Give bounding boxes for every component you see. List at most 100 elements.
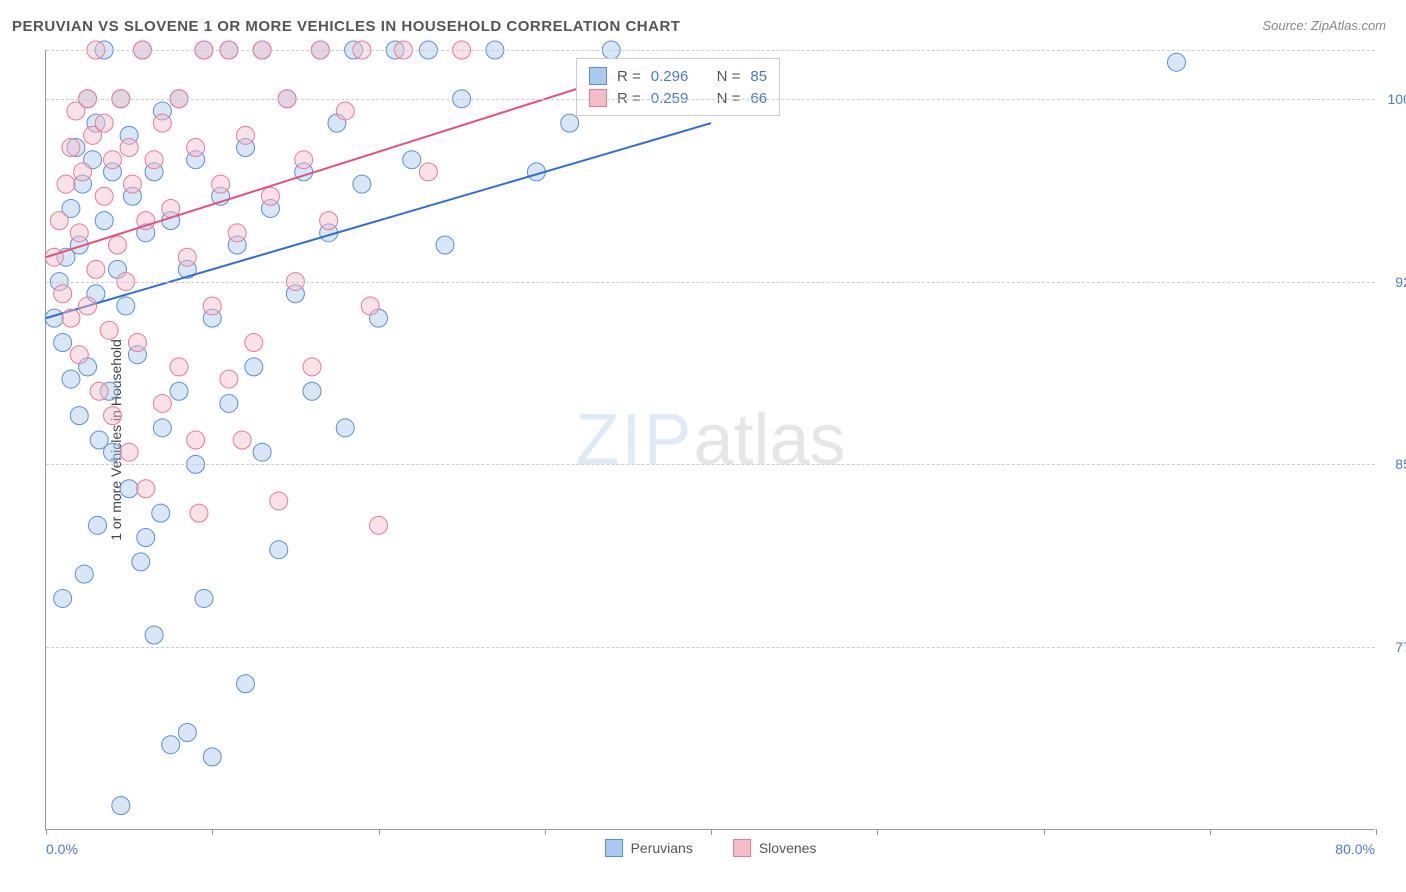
gridline-h — [46, 282, 1375, 283]
x-axis-min-label: 0.0% — [46, 841, 78, 857]
scatter-point — [436, 236, 454, 254]
scatter-point — [190, 504, 208, 522]
scatter-point — [253, 443, 271, 461]
scatter-point — [237, 675, 255, 693]
scatter-point — [245, 358, 263, 376]
scatter-point — [303, 382, 321, 400]
n-value-peruvians: 85 — [750, 68, 767, 85]
scatter-point — [561, 114, 579, 132]
scatter-point — [361, 297, 379, 315]
bottom-legend: Peruvians Slovenes — [605, 839, 817, 857]
scatter-point — [145, 626, 163, 644]
chart-title: PERUVIAN VS SLOVENE 1 OR MORE VEHICLES I… — [12, 18, 680, 35]
x-tick — [212, 829, 213, 835]
scatter-point — [54, 334, 72, 352]
stats-box: R = 0.296 N = 85 R = 0.259 N = 66 — [576, 58, 780, 116]
scatter-point — [120, 443, 138, 461]
scatter-point — [108, 236, 126, 254]
scatter-point — [90, 382, 108, 400]
scatter-point — [120, 139, 138, 157]
scatter-point — [104, 151, 122, 169]
scatter-point — [295, 151, 313, 169]
x-tick — [877, 829, 878, 835]
scatter-point — [353, 175, 371, 193]
legend-item-slovenes: Slovenes — [733, 839, 817, 857]
chart-area: 1 or more Vehicles in Household ZIPatlas… — [45, 50, 1375, 830]
plot-region: ZIPatlas R = 0.296 N = 85 R = 0.259 N = … — [45, 50, 1375, 830]
scatter-point — [112, 797, 130, 815]
scatter-point — [70, 407, 88, 425]
scatter-point — [270, 541, 288, 559]
scatter-point — [87, 260, 105, 278]
y-tick-label: 77.5% — [1395, 639, 1406, 655]
scatter-point — [152, 504, 170, 522]
scatter-point — [237, 126, 255, 144]
x-tick — [711, 829, 712, 835]
scatter-point — [137, 480, 155, 498]
x-tick — [379, 829, 380, 835]
scatter-point — [233, 431, 251, 449]
scatter-point — [370, 516, 388, 534]
stats-row-peruvians: R = 0.296 N = 85 — [589, 65, 767, 87]
scatter-point — [100, 321, 118, 339]
scatter-point — [212, 175, 230, 193]
legend-swatch-slovenes — [733, 839, 751, 857]
swatch-peruvians — [589, 67, 607, 85]
scatter-point — [50, 212, 68, 230]
scatter-point — [70, 224, 88, 242]
scatter-point — [1168, 53, 1186, 71]
scatter-point — [95, 212, 113, 230]
y-tick-label: 85.0% — [1395, 456, 1406, 472]
scatter-point — [70, 346, 88, 364]
scatter-point — [336, 419, 354, 437]
scatter-point — [419, 163, 437, 181]
x-tick — [46, 829, 47, 835]
scatter-point — [153, 419, 171, 437]
legend-label-slovenes: Slovenes — [759, 840, 817, 856]
scatter-point — [75, 565, 93, 583]
scatter-point — [62, 370, 80, 388]
scatter-point — [220, 370, 238, 388]
scatter-point — [123, 175, 141, 193]
scatter-point — [403, 151, 421, 169]
scatter-point — [220, 394, 238, 412]
scatter-point — [145, 151, 163, 169]
scatter-point — [117, 297, 135, 315]
scatter-point — [54, 589, 72, 607]
x-tick — [1376, 829, 1377, 835]
scatter-point — [62, 139, 80, 157]
x-axis-max-label: 80.0% — [1335, 841, 1375, 857]
scatter-point — [120, 480, 138, 498]
scatter-point — [270, 492, 288, 510]
scatter-point — [336, 102, 354, 120]
scatter-point — [128, 334, 146, 352]
scatter-plot-svg — [46, 50, 1375, 829]
scatter-point — [162, 736, 180, 754]
x-tick — [1210, 829, 1211, 835]
scatter-point — [245, 334, 263, 352]
legend-swatch-peruvians — [605, 839, 623, 857]
scatter-point — [187, 139, 205, 157]
scatter-point — [170, 382, 188, 400]
gridline-h — [46, 647, 1375, 648]
scatter-point — [320, 212, 338, 230]
scatter-point — [95, 187, 113, 205]
scatter-point — [132, 553, 150, 571]
scatter-point — [137, 529, 155, 547]
scatter-point — [153, 114, 171, 132]
scatter-point — [303, 358, 321, 376]
scatter-point — [89, 516, 107, 534]
gridline-h — [46, 99, 1375, 100]
x-tick — [1044, 829, 1045, 835]
source-label: Source: ZipAtlas.com — [1262, 18, 1386, 33]
scatter-point — [54, 285, 72, 303]
scatter-point — [178, 724, 196, 742]
scatter-point — [261, 187, 279, 205]
scatter-point — [104, 443, 122, 461]
scatter-point — [195, 589, 213, 607]
legend-item-peruvians: Peruvians — [605, 839, 693, 857]
scatter-point — [104, 407, 122, 425]
y-tick-label: 92.5% — [1395, 274, 1406, 290]
scatter-point — [170, 358, 188, 376]
scatter-point — [74, 163, 92, 181]
